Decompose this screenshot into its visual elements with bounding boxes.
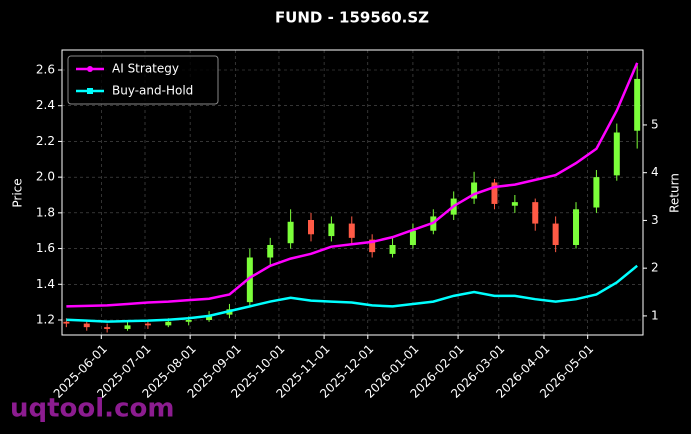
candle-body xyxy=(491,182,498,204)
candle-body xyxy=(634,78,641,131)
legend-box xyxy=(67,55,219,105)
candle-body xyxy=(471,182,478,199)
candle-body xyxy=(593,177,600,208)
plot-frame xyxy=(61,49,644,336)
y2-tick-label: 3 xyxy=(651,213,659,227)
candle-body xyxy=(409,230,416,245)
candle-body xyxy=(83,323,90,328)
y-tick-label: 1.4 xyxy=(36,277,55,291)
candle-body xyxy=(552,223,559,245)
candle-body xyxy=(389,245,396,254)
candle-body xyxy=(144,323,151,326)
candle-body xyxy=(246,257,253,303)
y2-tick-label: 2 xyxy=(651,261,659,275)
legend-label: Buy-and-Hold xyxy=(112,84,193,98)
watermark: uqtool.com xyxy=(10,394,174,424)
candle-body xyxy=(63,321,70,324)
legend-label: AI Strategy xyxy=(112,62,179,76)
y-tick-label: 2.6 xyxy=(36,63,55,77)
candle-body xyxy=(165,321,172,326)
y-tick-label: 1.6 xyxy=(36,241,55,255)
y-tick-label: 2.0 xyxy=(36,170,55,184)
candle-body xyxy=(308,220,314,235)
y2-axis-label: Return xyxy=(668,173,682,213)
candle-body xyxy=(532,202,539,224)
y-tick-label: 2.2 xyxy=(36,134,55,148)
y2-tick-label: 5 xyxy=(651,117,659,131)
candle-body xyxy=(613,132,620,176)
y-tick-label: 1.8 xyxy=(36,205,55,219)
candle-body xyxy=(328,223,335,237)
y2-tick-label: 4 xyxy=(651,165,659,179)
candle-body xyxy=(348,223,355,238)
candle-body xyxy=(369,239,376,253)
return-line xyxy=(66,62,639,308)
legend-marker xyxy=(87,88,93,94)
candle-body xyxy=(511,202,518,206)
candle-body xyxy=(267,245,274,258)
chart-title: FUND - 159560.SZ xyxy=(275,9,429,27)
candle-body xyxy=(104,327,111,329)
return-line xyxy=(66,264,638,323)
y2-tick-label: 1 xyxy=(651,308,659,322)
y-tick-label: 2.4 xyxy=(36,98,55,112)
y-axis-label: Price xyxy=(11,178,25,207)
candle-body xyxy=(573,209,580,245)
candle-body xyxy=(287,221,294,244)
candle-body xyxy=(206,316,213,320)
candle-body xyxy=(185,320,192,322)
y-tick-label: 1.2 xyxy=(36,313,55,327)
legend-marker xyxy=(87,66,93,72)
candle-body xyxy=(124,325,131,329)
